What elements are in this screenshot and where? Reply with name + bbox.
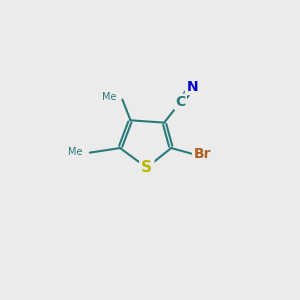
Text: Me: Me (102, 92, 116, 102)
Text: S: S (141, 160, 152, 175)
Text: N: N (186, 80, 198, 94)
Text: Br: Br (193, 147, 211, 161)
Text: C: C (176, 95, 186, 109)
Text: Me: Me (68, 147, 83, 157)
